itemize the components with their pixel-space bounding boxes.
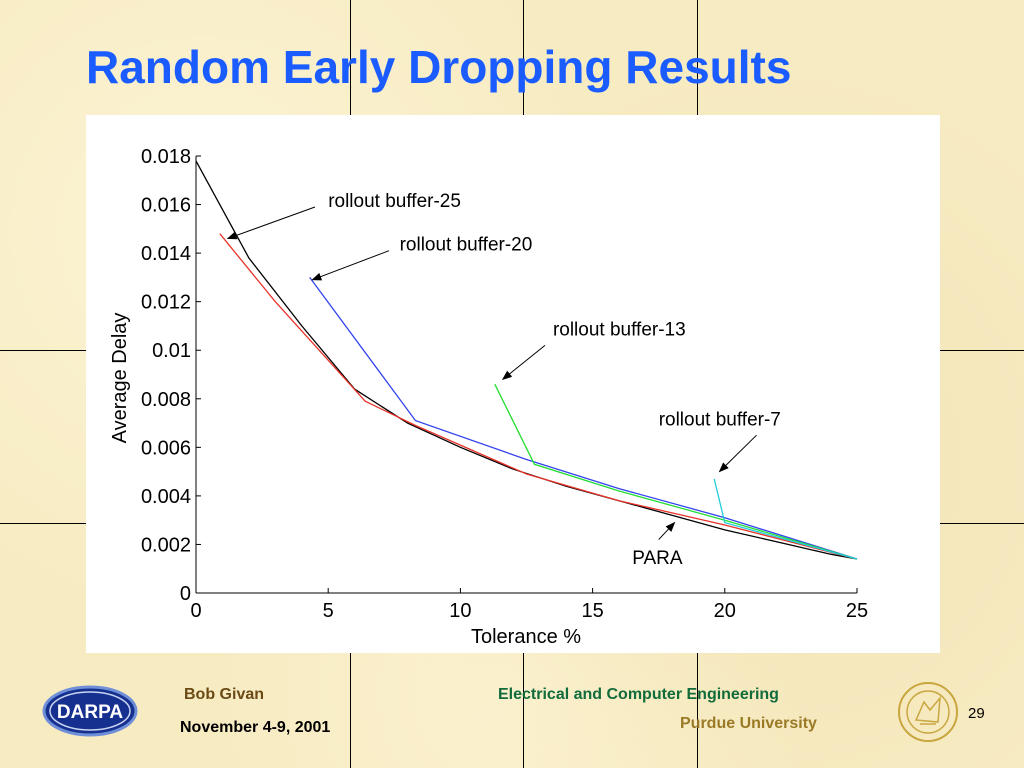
- darpa-logo: DARPA: [42, 685, 138, 737]
- annotation-arrow: [226, 206, 316, 240]
- darpa-logo-text: DARPA: [57, 702, 123, 723]
- x-tick-label: 10: [449, 600, 471, 622]
- annotation-label: rollout buffer-25: [328, 191, 461, 212]
- footer-author: Bob Givan: [184, 686, 265, 703]
- template-divider-line: [0, 350, 86, 351]
- x-tick-label: 25: [846, 600, 868, 622]
- annotation-arrow: [718, 434, 757, 473]
- template-divider-line: [0, 523, 86, 524]
- y-axis-label: Average Delay: [109, 313, 131, 444]
- annotation-arrow: [658, 521, 676, 540]
- template-divider-line: [940, 523, 1024, 524]
- y-tick-label: 0.002: [141, 534, 191, 556]
- series-line-4: [713, 478, 858, 560]
- footer-university: Purdue University: [680, 715, 817, 732]
- series-line-1: [219, 233, 858, 560]
- slide-title: Random Early Dropping Results: [86, 41, 792, 93]
- plot-panel: 0 5 10 15 20 25 0 0.002 0.004 0.006 0.008 0.01 0.012…: [86, 115, 940, 653]
- y-tick-label: 0.01: [152, 340, 191, 362]
- annotation-label: rollout buffer-20: [400, 235, 533, 256]
- slide-number: 29: [968, 705, 985, 722]
- y-tick-label: 0.006: [141, 437, 191, 459]
- annotation-label: PARA: [632, 548, 683, 569]
- line-chart: 0 5 10 15 20 25 0 0.002 0.004 0.006 0.008 0.01 0.012…: [109, 146, 868, 648]
- y-tick-label: 0.016: [141, 195, 191, 217]
- y-tick-label: 0.008: [141, 389, 191, 411]
- annotation-arrow: [311, 250, 390, 281]
- x-tick-label: 20: [714, 600, 736, 622]
- footer-date: November 4-9, 2001: [180, 719, 331, 736]
- footer-department: Electrical and Computer Engineering: [498, 686, 779, 703]
- y-tick-label: 0.014: [141, 243, 191, 265]
- x-axis-label: Tolerance %: [471, 626, 581, 648]
- purdue-university-seal-icon: [898, 682, 958, 742]
- annotation-arrow: [501, 344, 546, 380]
- x-tick-label: 0: [190, 600, 201, 622]
- template-divider-line: [940, 350, 1024, 351]
- series-line-3: [494, 383, 858, 560]
- annotation-label: rollout buffer-13: [553, 320, 686, 341]
- annotation-label: rollout buffer-7: [659, 409, 781, 430]
- y-tick-label: 0.012: [141, 292, 191, 314]
- y-tick-label: 0: [180, 583, 191, 605]
- y-tick-label: 0.018: [141, 146, 191, 168]
- y-tick-label: 0.004: [141, 486, 191, 508]
- series-line-2: [309, 277, 858, 560]
- x-tick-label: 15: [581, 600, 603, 622]
- x-tick-label: 5: [323, 600, 334, 622]
